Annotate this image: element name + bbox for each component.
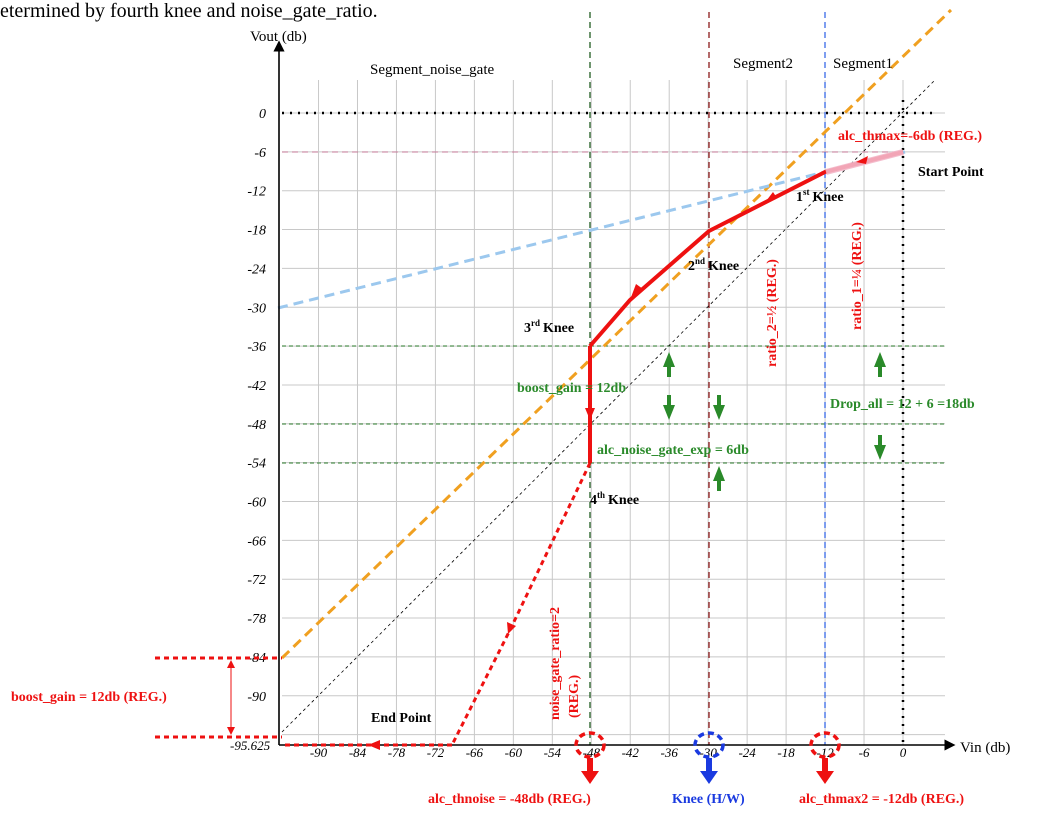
noise-gate-ratio-label: noise_gate_ratio=2	[548, 607, 563, 720]
y-tick-label: -66	[247, 534, 266, 549]
y-tick-label: 0	[259, 107, 266, 122]
ratio2-label: ratio_2=½ (REG.)	[765, 259, 780, 367]
noise-gate-exp-label: alc_noise_gate_exp = 6db	[597, 443, 749, 458]
boost-gain-bracket	[155, 656, 282, 739]
x-tick-label: 0	[900, 745, 907, 760]
start-point-label: Start Point	[918, 165, 984, 180]
arrow-down-exp	[713, 395, 725, 420]
y-tick-label: -90	[247, 690, 266, 705]
grid	[282, 80, 945, 745]
x-tick-label: -84	[349, 745, 367, 760]
drop-all-label: Drop_all = 12 + 6 =18db	[830, 397, 975, 412]
y-tick-label: -78	[247, 612, 266, 627]
y-tick-label: -18	[247, 224, 266, 239]
x-origin-label: -95.625	[230, 738, 271, 753]
thnoise-arrow	[581, 758, 599, 784]
boost-gain-line	[280, 8, 953, 660]
arrow-down-drop	[874, 435, 886, 460]
x-axis-title: Vin (db)	[960, 740, 1010, 756]
y-tick-label: -36	[247, 340, 266, 355]
knee2-label: 2nd Knee	[688, 256, 739, 274]
alc-thmax2-label: alc_thmax2 = -12db (REG.)	[799, 792, 964, 807]
curve-arrow-3	[585, 408, 595, 420]
curve-arrow-5	[368, 740, 380, 750]
x-tick-label: -24	[738, 745, 756, 760]
y-tick-label: -42	[247, 379, 266, 394]
ratio1-extension-line	[277, 150, 906, 310]
knee-hw-arrow	[700, 758, 718, 784]
segment2-label: Segment2	[733, 56, 793, 72]
y-tick-label: -60	[247, 496, 266, 511]
intro-text: etermined by fourth knee and noise_gate_…	[0, 0, 378, 22]
boost-gain-mid-label: boost_gain = 12db	[517, 381, 626, 396]
end-point-label: End Point	[371, 711, 432, 726]
segment-noise-gate-label: Segment_noise_gate	[370, 62, 494, 78]
noise-gate-ratio-reg-label: (REG.)	[567, 675, 582, 719]
curve-arrow-6	[856, 156, 868, 164]
reference-lines	[277, 8, 953, 745]
knee-hw-label: Knee (H/W)	[672, 792, 745, 807]
arrow-down-boost	[663, 395, 675, 420]
x-tick-label: -54	[544, 745, 562, 760]
alc-transfer-curve	[282, 149, 904, 750]
curve-arrow-2	[630, 284, 643, 300]
unity-line	[281, 79, 936, 733]
ratio1-label: ratio_1=¼ (REG.)	[850, 222, 865, 330]
alc-thnoise-label: alc_thnoise = -48db (REG.)	[428, 792, 591, 807]
y-tick-label: -12	[247, 185, 266, 200]
y-tick-labels: 0 -6 -12 -18 -24 -30 -36 -42 -48 -54 -60 -66 -72 -78 -…	[247, 107, 266, 705]
segment1-label: Segment1	[833, 56, 893, 72]
curve-arrow-4	[507, 622, 516, 634]
arrow-up-boost	[663, 352, 675, 377]
arrow-up-drop	[874, 352, 886, 377]
y-tick-label: -30	[247, 301, 266, 316]
x-tick-label: -6	[859, 745, 870, 760]
x-tick-label: -60	[505, 745, 523, 760]
arrow-up-exp	[713, 466, 725, 491]
x-tick-label: -36	[661, 745, 679, 760]
x-tick-label: -42	[622, 745, 640, 760]
knee1-label: 1st Knee	[796, 187, 844, 205]
x-tick-label: -18	[777, 745, 795, 760]
x-tick-label: -90	[310, 745, 328, 760]
y-tick-label: -48	[247, 418, 266, 433]
y-axis-title: Vout (db)	[250, 29, 307, 45]
y-tick-label: -6	[254, 146, 266, 161]
knee4-label: 4th Knee	[590, 490, 639, 508]
y-tick-label: -72	[247, 573, 266, 588]
noise-gate-slope	[450, 462, 592, 746]
green-arrows	[663, 352, 886, 491]
axes: Vout (db) Vin (db)	[250, 29, 1010, 756]
thmax2-arrow	[816, 758, 834, 784]
axis-markers	[574, 731, 841, 784]
x-tick-label: -72	[427, 745, 445, 760]
x-tick-labels: -90 -84 -78 -72 -66 -60 -54 -48 -42 -36 -30 -24 -18-…	[310, 745, 907, 760]
x-tick-label: -78	[388, 745, 406, 760]
y-tick-label: -54	[247, 457, 266, 472]
alc-thmax-label: alc_thmax=-6db (REG.)	[838, 129, 982, 144]
x-tick-label: -66	[466, 745, 484, 760]
knee3-label: 3rd Knee	[524, 318, 574, 336]
y-tick-label: -24	[247, 262, 266, 277]
boost-gain-left-label: boost_gain = 12db (REG.)	[11, 690, 167, 705]
curve-arrow-1	[763, 192, 777, 205]
